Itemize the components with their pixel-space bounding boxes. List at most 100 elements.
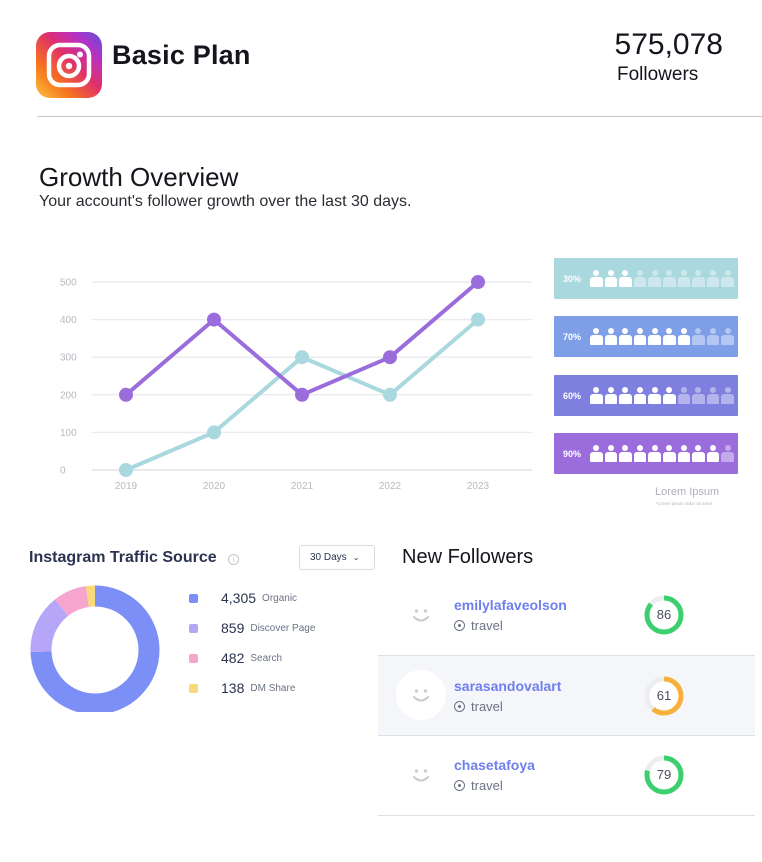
- person-icon: [721, 270, 734, 287]
- legend-item: 4,305 Organic: [189, 590, 297, 606]
- follower-tag-label: travel: [471, 618, 503, 633]
- y-tick-label: 200: [60, 390, 77, 401]
- traffic-donut-chart: [30, 585, 160, 715]
- avatar[interactable]: [396, 590, 446, 640]
- person-icon: [619, 270, 632, 287]
- person-icon: [706, 445, 720, 462]
- person-icon: [692, 328, 705, 345]
- follower-username[interactable]: emilylafaveolson: [454, 597, 567, 613]
- person-icon: [692, 387, 705, 404]
- chevron-down-icon: ⌄: [352, 553, 360, 562]
- header-divider: [37, 116, 762, 117]
- data-point: [383, 350, 397, 365]
- follower-row[interactable]: emilylafaveolson travel 86: [378, 576, 755, 656]
- y-tick-label: 400: [60, 315, 77, 326]
- compass-icon: [454, 780, 465, 791]
- follower-username[interactable]: sarasandovalart: [454, 678, 562, 694]
- infographic-percent: 90%: [563, 448, 582, 459]
- legend-item: 482 Search: [189, 650, 282, 666]
- smiley-avatar-icon: [413, 689, 429, 702]
- person-icon: [721, 445, 734, 462]
- score-ring: [644, 595, 684, 635]
- data-point: [471, 312, 485, 327]
- legend-value: 4,305: [221, 590, 257, 606]
- person-icon: [633, 445, 647, 462]
- info-icon[interactable]: i: [228, 554, 239, 565]
- infographic-bar: 90%: [554, 433, 738, 474]
- growth-overview-subtitle: Your account's follower growth over the …: [39, 193, 412, 210]
- smiley-avatar-icon: [413, 609, 429, 622]
- x-tick-label: 2023: [467, 481, 490, 492]
- x-tick-label: 2022: [379, 481, 402, 492]
- data-point: [119, 387, 133, 402]
- y-tick-label: 500: [60, 278, 77, 289]
- donut-slice: [30, 585, 160, 715]
- legend-swatch: [189, 623, 198, 633]
- person-icon: [677, 387, 691, 404]
- person-icon: [604, 270, 618, 287]
- score-value: 86: [656, 607, 672, 622]
- person-icon: [619, 387, 632, 404]
- followers-label: Followers: [617, 64, 699, 85]
- instagram-logo-icon: [36, 32, 102, 98]
- infographic-bar: 30%: [554, 258, 738, 299]
- legend-swatch: [189, 593, 198, 603]
- person-icon: [706, 270, 720, 287]
- series-line: [124, 280, 480, 397]
- donut-mask: [30, 712, 160, 715]
- legend-value: 859: [221, 620, 245, 636]
- avatar[interactable]: [396, 670, 446, 720]
- data-point: [471, 275, 485, 289]
- data-point: [295, 387, 309, 402]
- follower-row[interactable]: sarasandovalart travel 61: [378, 655, 755, 736]
- follower-tag-label: travel: [471, 699, 503, 714]
- y-tick-label: 100: [60, 428, 77, 439]
- donut-slice: [30, 585, 160, 715]
- score-ring: [644, 755, 684, 795]
- data-point: [119, 463, 133, 477]
- person-icon: [648, 387, 661, 404]
- person-icon: [633, 270, 647, 287]
- follower-username[interactable]: chasetafoya: [454, 757, 535, 773]
- person-icon: [590, 445, 603, 462]
- follower-tag: travel: [454, 618, 503, 633]
- compass-icon: [454, 701, 465, 712]
- score-ring: [644, 676, 684, 716]
- x-tick-label: 2020: [203, 481, 226, 492]
- legend-label: Organic: [262, 592, 298, 604]
- person-icon: [590, 328, 603, 345]
- person-icon: [706, 387, 720, 404]
- follower-score: 61: [642, 674, 686, 718]
- follower-tag: travel: [454, 699, 503, 714]
- x-tick-label: 2019: [115, 481, 138, 492]
- y-tick-label: 0: [60, 466, 66, 477]
- person-icon: [619, 445, 632, 462]
- x-tick-label: 2021: [291, 481, 314, 492]
- follower-score: 79: [642, 753, 686, 797]
- data-point: [207, 312, 221, 327]
- data-point: [207, 425, 221, 440]
- person-icon: [633, 328, 647, 345]
- followers-count: 575,078: [614, 28, 723, 61]
- period-select[interactable]: 30 Days ⌄: [299, 545, 375, 570]
- person-icon: [648, 270, 661, 287]
- person-icon: [662, 270, 676, 287]
- follower-row[interactable]: chasetafoya travel 79: [378, 736, 755, 816]
- legend-label: Search: [250, 652, 283, 664]
- plan-title: Basic Plan: [112, 40, 251, 70]
- infographic-percent: 60%: [563, 390, 582, 401]
- follower-tag: travel: [454, 778, 503, 793]
- smiley-avatar-icon: [413, 769, 429, 782]
- person-icon: [721, 387, 734, 404]
- legend-value: 482: [221, 650, 245, 666]
- avatar[interactable]: [396, 750, 446, 800]
- person-icon: [677, 445, 691, 462]
- person-icon: [604, 387, 618, 404]
- new-followers-title: New Followers: [402, 546, 534, 568]
- legend-label: Discover Page: [250, 622, 316, 634]
- person-icon: [662, 387, 676, 404]
- person-icon: [662, 445, 676, 462]
- person-icon: [590, 270, 603, 287]
- follower-tag-label: travel: [471, 778, 503, 793]
- person-icon: [692, 270, 705, 287]
